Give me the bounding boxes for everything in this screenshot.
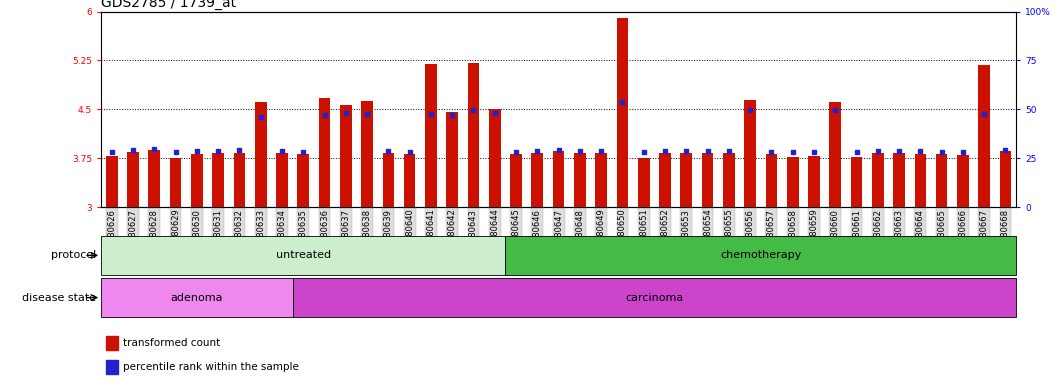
Text: untreated: untreated: [276, 250, 331, 260]
Text: adenoma: adenoma: [170, 293, 223, 303]
Bar: [616, 18, 628, 207]
Bar: [596, 153, 606, 207]
Bar: [382, 152, 394, 207]
Text: protocol: protocol: [50, 250, 96, 260]
Bar: [297, 154, 309, 207]
Bar: [575, 152, 586, 207]
Bar: [958, 155, 968, 207]
Bar: [293, 278, 1016, 317]
Bar: [105, 360, 118, 374]
Bar: [510, 154, 521, 207]
Bar: [212, 152, 223, 207]
Bar: [765, 154, 777, 207]
Text: chemotherapy: chemotherapy: [720, 250, 801, 260]
Bar: [446, 112, 458, 207]
Text: disease state: disease state: [21, 293, 96, 303]
Bar: [425, 64, 436, 207]
Bar: [233, 152, 245, 207]
Bar: [488, 109, 500, 207]
Bar: [871, 153, 883, 207]
Bar: [786, 157, 798, 207]
Text: GDS2785 / 1739_at: GDS2785 / 1739_at: [101, 0, 236, 10]
Bar: [809, 156, 819, 207]
Bar: [851, 157, 862, 207]
Bar: [127, 152, 138, 207]
Bar: [681, 152, 692, 207]
Bar: [978, 65, 990, 207]
Bar: [505, 236, 1016, 275]
Bar: [745, 99, 755, 207]
Bar: [254, 102, 266, 207]
Bar: [148, 150, 160, 207]
Bar: [361, 101, 372, 207]
Bar: [190, 154, 202, 207]
Bar: [105, 336, 118, 350]
Bar: [467, 63, 479, 207]
Bar: [893, 153, 904, 207]
Bar: [936, 154, 947, 207]
Bar: [638, 158, 649, 207]
Bar: [702, 152, 713, 207]
Text: transformed count: transformed count: [122, 338, 220, 348]
Bar: [553, 151, 564, 207]
Text: carcinoma: carcinoma: [626, 293, 683, 303]
Bar: [914, 154, 926, 207]
Bar: [101, 278, 293, 317]
Bar: [339, 105, 351, 207]
Bar: [169, 158, 181, 207]
Bar: [531, 152, 543, 207]
Bar: [999, 151, 1011, 207]
Text: percentile rank within the sample: percentile rank within the sample: [122, 362, 299, 372]
Bar: [105, 156, 117, 207]
Bar: [318, 98, 330, 207]
Bar: [659, 152, 671, 207]
Bar: [101, 236, 505, 275]
Bar: [403, 154, 415, 207]
Bar: [829, 102, 841, 207]
Bar: [722, 152, 734, 207]
Bar: [276, 152, 287, 207]
